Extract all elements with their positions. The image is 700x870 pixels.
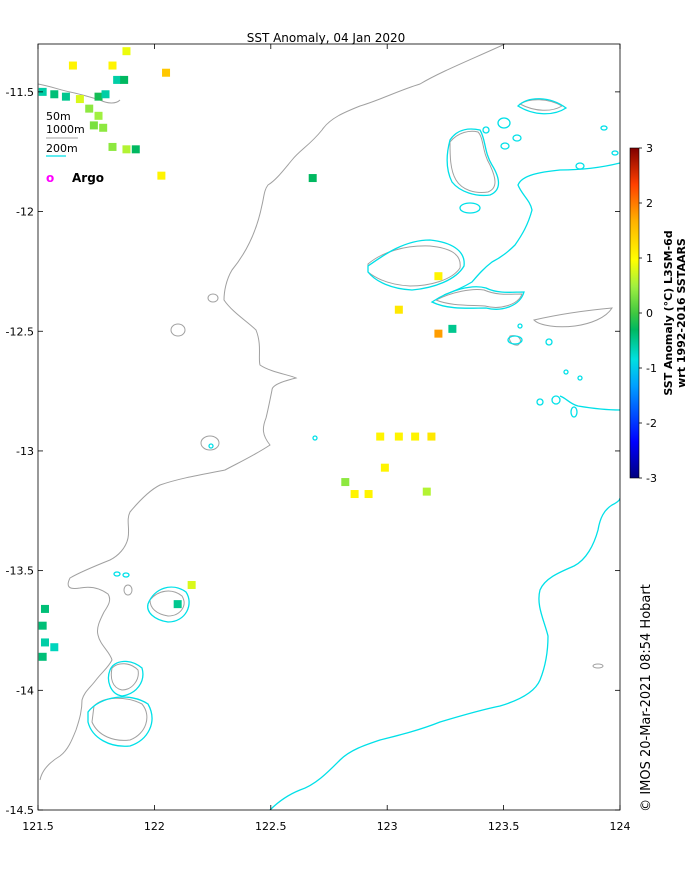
colorbar-tick-label: 3 [646, 142, 653, 155]
y-tick-label: -13 [16, 445, 34, 458]
colorbar: 3 2 1 0 -1 -2 -3 SST Anomaly (°C) L3SM-6d wrt … [629, 142, 688, 485]
sst-pixel [38, 652, 47, 661]
imos-credit: © IMOS 20-Mar-2021 08:54 Hobart [639, 584, 654, 812]
x-tick-label: 122 [144, 820, 165, 833]
sst-pixel [427, 432, 436, 441]
colorbar-tick-label: -3 [646, 472, 657, 485]
colorbar-tick-label: 2 [646, 197, 653, 210]
colorbar-label-line1: SST Anomaly (°C) L3SM-6d [662, 230, 675, 395]
legend-argo-symbol: o [46, 171, 54, 185]
sst-pixel [99, 123, 108, 132]
sst-pixel [85, 104, 94, 113]
y-tick-label: -14.5 [6, 804, 34, 817]
map-plot-area [38, 44, 620, 810]
grey-contour-main [39, 44, 506, 781]
colorbar-tick-label: 1 [646, 252, 653, 265]
contour-200m-layer [87, 98, 620, 810]
sst-pixel [162, 68, 171, 77]
x-tick-label: 121.5 [22, 820, 54, 833]
sst-pixel [61, 92, 70, 101]
sst-pixel [376, 432, 385, 441]
colorbar-label-line2: wrt 1992-2016 SSTAARS [675, 238, 688, 388]
x-tick-label: 123.5 [488, 820, 520, 833]
legend-200m-label: 200m [46, 142, 78, 155]
grey-contour-west-arm [38, 83, 121, 104]
colorbar-tick-label: -2 [646, 417, 657, 430]
plot-frame [37, 43, 621, 811]
sst-pixel [38, 621, 47, 630]
sst-pixel [108, 142, 117, 151]
sst-pixel [131, 145, 140, 154]
sst-pixel [411, 432, 420, 441]
sst-pixel [108, 61, 117, 70]
sst-pixel [434, 329, 443, 338]
colorbar-ticks: 3 2 1 0 -1 -2 -3 [639, 142, 657, 485]
sst-pixel [308, 174, 317, 183]
sst-pixel [50, 90, 59, 99]
y-tick-label: -12 [16, 206, 34, 219]
colorbar-tick-label: 0 [646, 307, 653, 320]
sst-pixel [380, 463, 389, 472]
sst-pixel [94, 92, 103, 101]
x-tick-label: 123 [377, 820, 398, 833]
sst-pixel [122, 145, 131, 154]
coastline-layer [38, 44, 613, 781]
sst-pixel [341, 478, 350, 487]
sst-pixel [157, 171, 166, 180]
sst-pixel [101, 90, 110, 99]
map-axes: 121.5 122 122.5 123 123.5 124 -11.5 -12 -12.5 -13… [6, 43, 631, 833]
map-title: SST Anomaly, 04 Jan 2020 [247, 31, 406, 45]
x-tick-label: 124 [610, 820, 631, 833]
sst-pixel [394, 432, 403, 441]
sst-pixel [120, 75, 129, 84]
sst-pixel [173, 600, 182, 609]
sst-pixel [68, 61, 77, 70]
y-tick-label: -12.5 [6, 325, 34, 338]
sst-pixel [94, 111, 103, 120]
contour-200m-south [269, 497, 620, 810]
sst-pixel [434, 272, 443, 281]
sst-pixel [50, 643, 59, 652]
sst-pixel [350, 490, 359, 499]
contour-200m-east-arm [559, 395, 620, 411]
y-tick-label: -14 [16, 684, 34, 697]
sst-pixel [113, 75, 122, 84]
sst-pixel [40, 638, 49, 647]
legend-50m-label: 50m [46, 110, 71, 123]
sst-pixel [75, 95, 84, 104]
legend-argo-label: Argo [72, 171, 104, 185]
x-tick-label: 122.5 [255, 820, 287, 833]
sst-pixel [422, 487, 431, 496]
sst-pixel [394, 305, 403, 314]
sst-pixel [89, 121, 98, 130]
legend-1000m-label: 1000m [46, 123, 85, 136]
sst-pixel [40, 604, 49, 613]
contour-200m-main [443, 162, 620, 296]
colorbar-tick-label: -1 [646, 362, 657, 375]
sst-pixel [364, 490, 373, 499]
sst-pixel [122, 47, 131, 56]
map-legend: 50m 1000m 200m o Argo [46, 110, 104, 185]
y-tick-label: -13.5 [6, 565, 34, 578]
sst-pixel-layer [38, 47, 457, 661]
y-tick-label: -11.5 [6, 86, 34, 99]
sst-pixel [448, 324, 457, 333]
sst-pixel [187, 580, 196, 589]
colorbar-gradient [629, 147, 640, 479]
